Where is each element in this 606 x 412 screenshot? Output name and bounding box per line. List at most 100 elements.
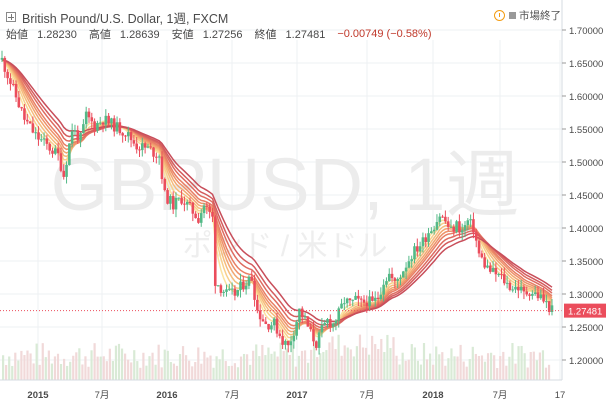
close-value: 1.27481 [285,29,326,41]
volume-bar [236,367,240,380]
volume-bar [392,337,395,380]
candle-body [96,122,99,131]
candle-body [208,206,211,212]
candle-body [463,225,467,231]
candle-body [236,289,240,296]
price-axis[interactable] [562,0,606,407]
volume-bar [474,353,477,380]
candle-body [141,143,144,151]
candle-body [242,281,245,290]
volume-bar [422,342,426,380]
volume-bar [242,353,246,380]
candle-body [250,276,254,281]
volume-bar [483,361,487,380]
volume-bar [493,355,496,380]
candle-body [25,119,29,122]
volume-bar [17,360,20,380]
candle-body [76,130,80,141]
symbol-title[interactable]: British Pound/U.S. Dollar, 1週, FXCM [22,11,229,26]
collapse-legend-button[interactable] [6,12,16,22]
candle-body [446,221,450,227]
candle-body [331,323,335,328]
volume-bar [407,359,410,380]
candle-body [427,233,430,243]
candle-body [505,282,509,284]
volume-bar [496,367,499,380]
candle-body [399,277,402,280]
volume-bar [511,343,514,380]
volume-bar [526,367,529,380]
candle-body [37,132,40,140]
volume-bar [377,349,380,380]
candle-body [48,143,52,151]
volume-bar [435,346,438,380]
candle-body [519,286,523,291]
volume-bar [459,344,462,380]
volume-bar [337,334,340,380]
candle-body [118,122,122,134]
volume-bar [29,353,32,380]
candle-body [264,321,268,325]
volume-bar [535,360,538,380]
candle-body [345,298,349,304]
volume-bar [35,343,38,380]
volume-bar [127,359,130,380]
volume-bar [255,344,258,380]
volume-bar [307,362,310,380]
volume-bar [310,349,313,380]
candle-body [101,122,105,125]
candle-body [54,148,57,154]
volume-bar [444,365,447,380]
candle-body [56,148,60,154]
volume-bar [105,361,108,380]
candle-body [20,107,23,109]
volume-bar [117,343,121,380]
candle-body [522,286,526,292]
candle-body [39,139,43,141]
candle-body [213,216,217,286]
volume-bar [224,361,227,380]
candle-body [42,138,46,140]
candle-body [387,273,391,282]
volume-bar [14,352,17,380]
candle-body [452,226,456,232]
volume-bar [529,351,532,380]
market-closed-icon [509,12,516,19]
candle-body [202,205,206,214]
candle-body [410,259,413,262]
candle-body [261,319,265,322]
candle-body [45,138,49,144]
symbol-row: British Pound/U.S. Dollar, 1週, FXCM [6,9,229,26]
volume-bar [130,362,133,380]
volume-bar [453,356,456,380]
candle-body [174,197,178,210]
candle-body [256,299,259,311]
candle-body [68,143,71,165]
candle-body [416,246,419,252]
volume-bar [209,355,212,380]
low-label: 安値 [171,29,194,41]
volume-bar [450,348,453,380]
candle-body [244,285,248,290]
candle-body [343,303,346,305]
volume-bar [151,352,154,380]
candle-body [90,117,94,122]
volume-bar [59,364,63,380]
candle-body [488,265,492,272]
volume-bar [282,351,285,380]
open-value: 1.28230 [37,29,77,41]
candle-body [219,285,223,293]
volume-bar [432,364,435,380]
candle-body [11,83,15,85]
candle-body [517,286,520,291]
volume-bar [175,365,179,380]
candle-body [104,115,108,125]
time-axis[interactable] [0,380,606,407]
candle-body [458,221,461,233]
volume-bar [316,357,319,380]
volume-bar [429,353,432,380]
volume-bar [279,342,282,380]
candle-body [272,318,276,326]
